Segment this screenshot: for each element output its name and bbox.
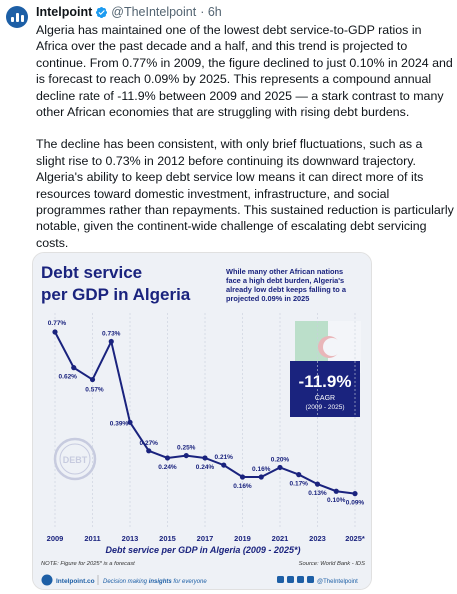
x-tick-label: 2021 bbox=[272, 534, 289, 543]
value-label: 0.73% bbox=[102, 331, 121, 338]
tweet-body: Algeria has maintained one of the lowest… bbox=[36, 22, 454, 267]
tweet-time[interactable]: · 6h bbox=[200, 5, 222, 19]
footer-tagline: Decision making insights for everyone bbox=[103, 579, 207, 585]
data-point bbox=[277, 464, 283, 471]
chart-note: NOTE: Figure for 2025* is a forecast bbox=[41, 561, 135, 567]
value-label: 0.77% bbox=[48, 320, 67, 327]
footer-brand: Intelpoint.co bbox=[56, 578, 95, 585]
data-point bbox=[333, 488, 339, 494]
facebook-icon bbox=[277, 576, 284, 583]
x-axis-ticks: 2009 2011 2013 2015 2017 2019 2021 2023 2025* bbox=[47, 534, 365, 543]
tweet-header: Intelpoint @TheIntelpoint · 6h bbox=[36, 5, 222, 19]
x-icon bbox=[297, 576, 304, 583]
linkedin-icon bbox=[287, 576, 294, 583]
value-label: 0.24% bbox=[196, 464, 215, 471]
chart-title-line1: Debt service bbox=[41, 263, 142, 282]
value-labels: 0.77% 0.62% 0.57% 0.73% 0.39% 0.27% 0.24% 0.25%… bbox=[48, 320, 365, 507]
data-point bbox=[202, 455, 208, 461]
intelpoint-avatar[interactable] bbox=[6, 6, 28, 28]
data-point bbox=[164, 455, 171, 461]
footer-handle: @TheIntelpoint bbox=[317, 579, 358, 585]
data-point bbox=[296, 472, 302, 478]
cagr-period: (2009 - 2025) bbox=[305, 404, 344, 411]
chart-title-line2: per GDP in Algeria bbox=[41, 285, 191, 304]
value-label: 0.16% bbox=[252, 466, 271, 473]
annotation-line: While many other African nations bbox=[226, 267, 343, 276]
tweet-paragraph: Algeria has maintained one of the lowest… bbox=[36, 23, 453, 120]
value-label: 0.27% bbox=[140, 440, 159, 447]
value-label: 0.24% bbox=[158, 464, 177, 471]
value-label: 0.62% bbox=[59, 374, 78, 381]
footer-tagline-suffix: for everyone bbox=[172, 579, 208, 585]
annotation-line: projected 0.09% in 2025 bbox=[226, 294, 309, 303]
x-tick-label: 2019 bbox=[234, 534, 251, 543]
data-point bbox=[71, 365, 77, 371]
data-point bbox=[127, 419, 133, 425]
value-label: 0.25% bbox=[177, 445, 196, 452]
data-point bbox=[52, 329, 58, 335]
verified-badge-icon bbox=[96, 6, 108, 18]
chart-gridlines bbox=[54, 313, 356, 529]
value-label: 0.57% bbox=[85, 387, 104, 394]
cagr-box: -11.9% CAGR (2009 - 2025) bbox=[290, 361, 360, 417]
data-point bbox=[258, 474, 264, 480]
x-axis-label: Debt service per GDP in Algeria (2009 - … bbox=[106, 545, 301, 555]
data-point bbox=[239, 474, 246, 480]
x-tick-label: 2023 bbox=[309, 534, 326, 543]
author-handle[interactable]: @TheIntelpoint bbox=[111, 5, 197, 19]
value-label: 0.21% bbox=[215, 454, 234, 461]
x-tick-label: 2015 bbox=[159, 534, 176, 543]
chart-source: Source: World Bank - IDS bbox=[299, 561, 365, 567]
social-icons bbox=[277, 576, 314, 583]
x-tick-label: 2025* bbox=[345, 534, 365, 543]
footer-tagline-bold: insights bbox=[149, 579, 173, 585]
data-point bbox=[108, 338, 114, 345]
value-label: 0.13% bbox=[308, 490, 327, 497]
debt-service-chart: Debt service per GDP in Algeria While ma… bbox=[33, 253, 371, 589]
author-name[interactable]: Intelpoint bbox=[36, 5, 93, 19]
chart-footer: Intelpoint.co Decision making insights f… bbox=[41, 574, 358, 586]
x-tick-label: 2011 bbox=[84, 534, 100, 543]
x-tick-label: 2017 bbox=[197, 534, 214, 543]
annotation-text: While many other African nations face a … bbox=[226, 267, 347, 303]
data-point bbox=[352, 491, 358, 497]
data-point bbox=[221, 462, 227, 468]
data-point bbox=[314, 481, 321, 487]
value-label: 0.09% bbox=[346, 500, 365, 507]
value-label: 0.16% bbox=[233, 483, 252, 490]
value-label: 0.10% bbox=[327, 497, 346, 504]
data-point bbox=[89, 376, 96, 383]
intelpoint-logo-icon bbox=[41, 574, 53, 586]
value-label: 0.39% bbox=[110, 420, 129, 427]
annotation-line: face a high debt burden, Algeria's bbox=[226, 276, 344, 285]
data-point bbox=[146, 448, 152, 454]
footer-tagline-prefix: Decision making bbox=[103, 579, 149, 585]
data-point bbox=[183, 452, 189, 459]
tweet-paragraph: The decline has been consistent, with on… bbox=[36, 137, 454, 250]
debt-stamp-text: DEBT bbox=[63, 455, 88, 465]
x-tick-label: 2009 bbox=[47, 534, 64, 543]
instagram-icon bbox=[307, 576, 314, 583]
value-label: 0.20% bbox=[271, 456, 290, 463]
data-points bbox=[52, 329, 358, 497]
cagr-label: CAGR bbox=[315, 395, 335, 402]
value-label: 0.17% bbox=[290, 481, 309, 488]
annotation-line: already low debt keeps falling to a bbox=[226, 285, 347, 294]
x-tick-label: 2013 bbox=[122, 534, 139, 543]
tweet-media-image[interactable]: Debt service per GDP in Algeria While ma… bbox=[32, 252, 372, 590]
cagr-value: -11.9% bbox=[299, 372, 352, 391]
